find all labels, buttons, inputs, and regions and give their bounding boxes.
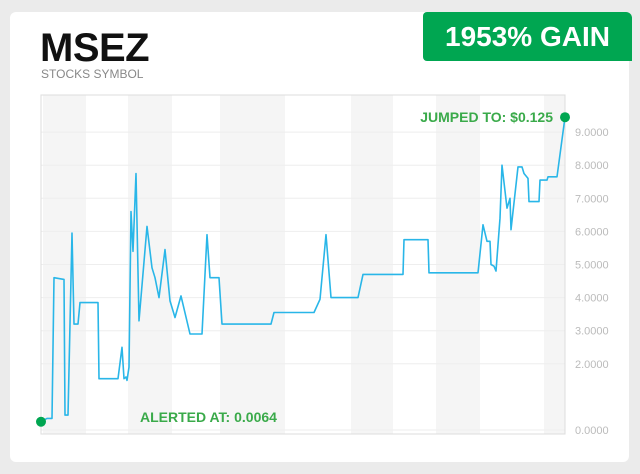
y-tick-label: 4.0000 [575,293,609,305]
y-tick-label: 5.0000 [575,260,609,272]
gridlines [41,131,565,431]
y-tick-label: 3.0000 [575,326,609,338]
stock-symbol-title: MSEZ [40,26,150,70]
alert-marker [36,416,46,427]
jump-annotation: JUMPED TO: $0.125 [420,109,553,125]
stock-symbol-subtitle: STOCKS SYMBOL [41,67,144,81]
y-tick-label: 6.0000 [575,226,609,238]
y-axis-ticks: 0.0000 2.0000 3.0000 4.0000 5.0000 6.0000 7.00… [575,127,609,437]
gain-badge: 1953% GAIN [423,12,632,61]
y-tick-label: 2.0000 [575,359,609,371]
jump-marker [560,112,570,123]
y-tick-label: 7.0000 [575,193,609,205]
alert-annotation: ALERTED AT: 0.0064 [140,409,277,425]
price-line [40,117,566,423]
y-tick-label: 9.0000 [575,127,609,139]
card [10,12,629,462]
y-tick-label: 0.0000 [575,425,609,437]
plot-frame [40,94,566,435]
y-tick-label: 8.0000 [575,160,609,172]
